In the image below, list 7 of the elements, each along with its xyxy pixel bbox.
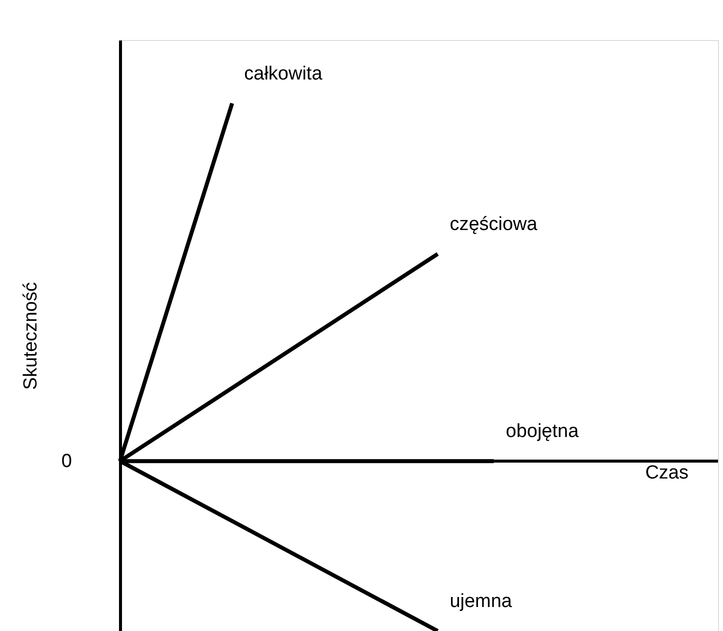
series-label: obojętna — [506, 421, 580, 442]
x-axis-title: Czas — [645, 462, 688, 484]
series-label: całkowita — [244, 63, 323, 84]
series-label: ujemna — [450, 591, 512, 612]
text: 0 — [61, 451, 72, 472]
series-label: częściowa — [450, 214, 538, 235]
y-axis-title: Skuteczność — [20, 282, 42, 390]
